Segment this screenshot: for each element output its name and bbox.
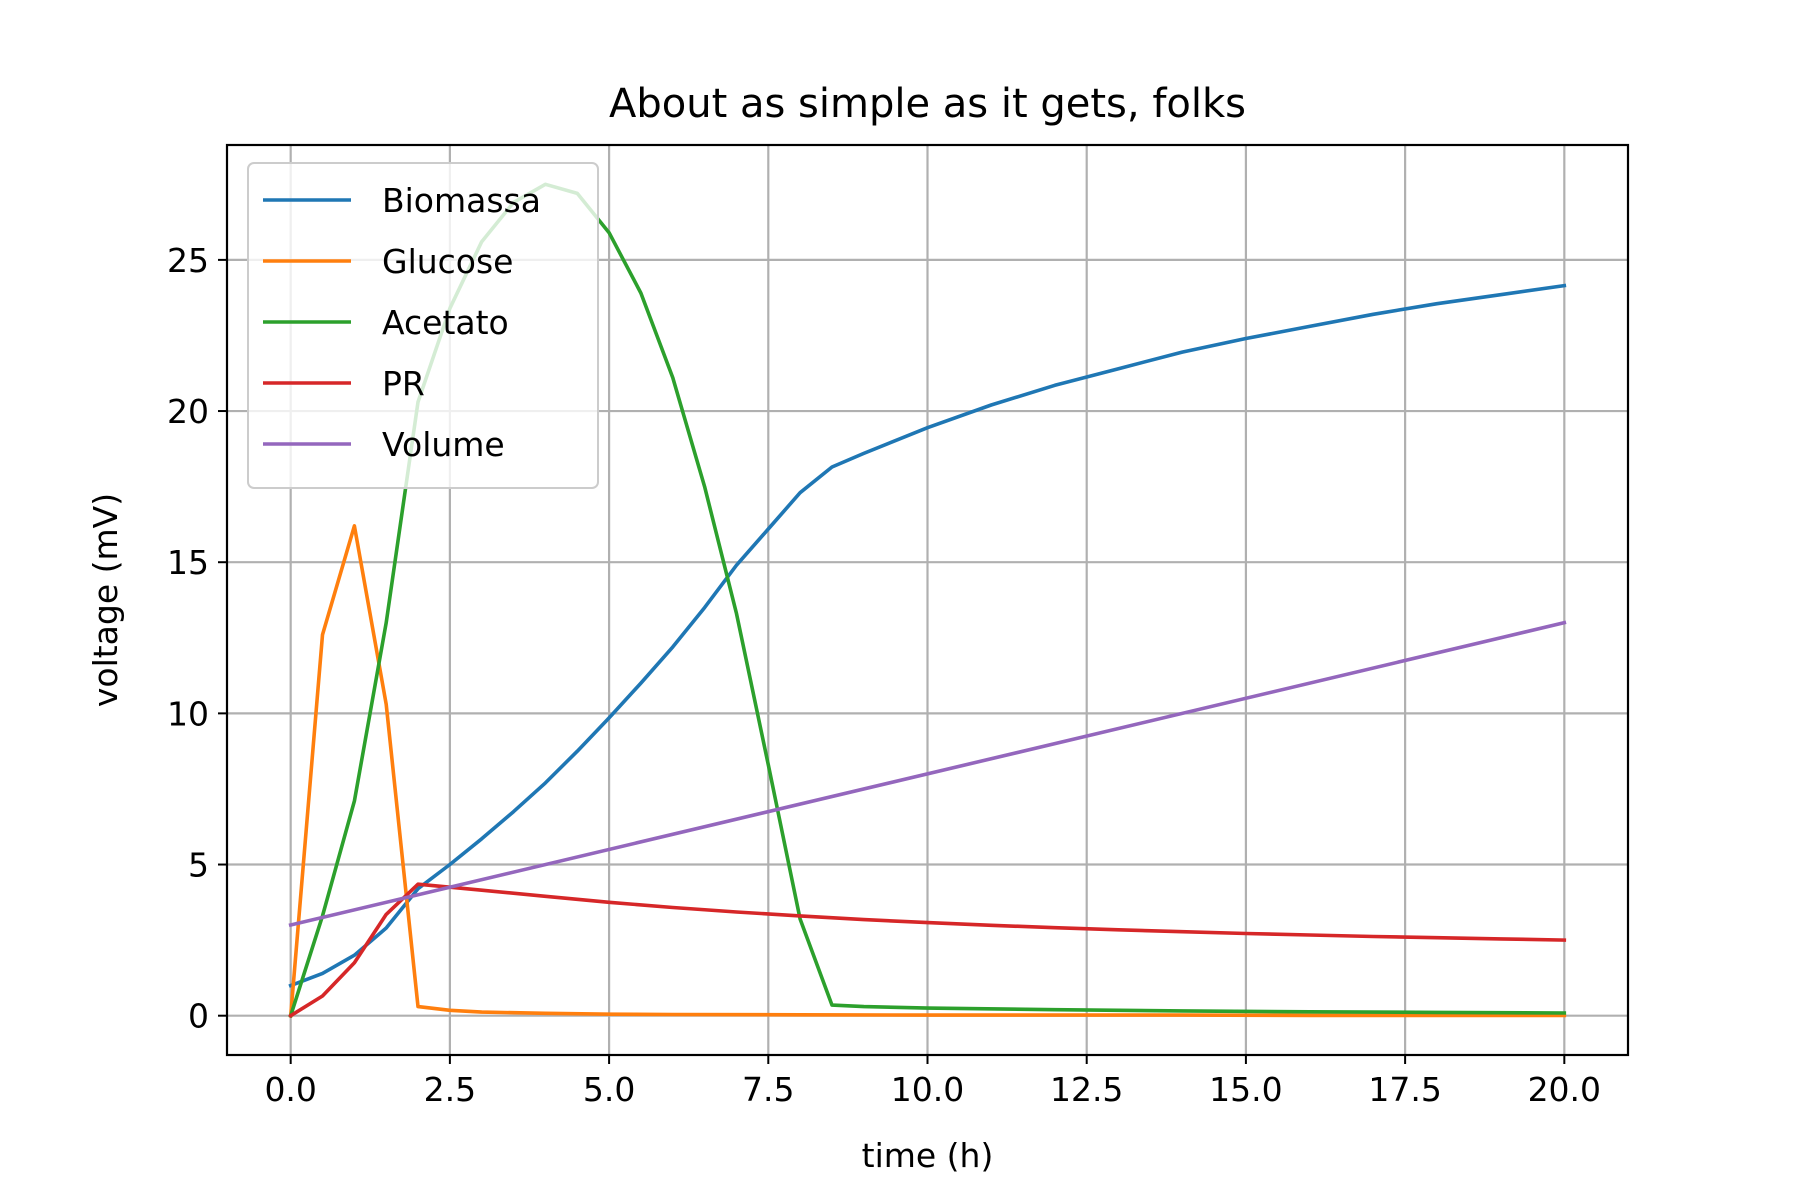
legend-label: Volume xyxy=(382,425,505,464)
y-tick-label: 0 xyxy=(188,997,209,1036)
series-line-biomassa xyxy=(288,283,1567,988)
y-tick-label: 10 xyxy=(167,694,209,733)
y-tick-label: 25 xyxy=(167,241,209,280)
series-line-glucose xyxy=(288,524,1567,1018)
x-tick-label: 10.0 xyxy=(891,1070,964,1109)
y-axis-label: voltage (mV) xyxy=(86,493,125,707)
x-tick-label: 0.0 xyxy=(264,1070,316,1109)
x-tick-label: 12.5 xyxy=(1050,1070,1123,1109)
legend-label: Glucose xyxy=(382,242,513,281)
x-tick-label: 20.0 xyxy=(1528,1070,1601,1109)
legend-label: Acetato xyxy=(382,303,509,342)
legend: Biomassa Glucose Acetato PR Volume xyxy=(247,162,599,489)
y-ticks: 0 5 10 15 20 25 xyxy=(167,241,227,1036)
series-line-pr xyxy=(288,882,1567,1019)
y-tick-label: 5 xyxy=(188,846,209,885)
legend-box xyxy=(247,162,599,489)
x-axis-label: time (h) xyxy=(862,1136,994,1175)
x-tick-label: 17.5 xyxy=(1368,1070,1441,1109)
series-line-volume xyxy=(288,620,1567,928)
chart-title: About as simple as it gets, folks xyxy=(609,81,1246,127)
y-tick-label: 20 xyxy=(167,392,209,431)
legend-label: Biomassa xyxy=(382,181,541,220)
x-tick-label: 2.5 xyxy=(424,1070,476,1109)
x-ticks: 0.0 2.5 5.0 7.5 10.0 12.5 15.0 17.5 20.0 xyxy=(264,1055,1601,1109)
y-tick-label: 15 xyxy=(167,543,209,582)
x-tick-label: 15.0 xyxy=(1209,1070,1282,1109)
legend-label: PR xyxy=(382,364,425,403)
x-tick-label: 7.5 xyxy=(742,1070,794,1109)
x-tick-label: 5.0 xyxy=(583,1070,635,1109)
